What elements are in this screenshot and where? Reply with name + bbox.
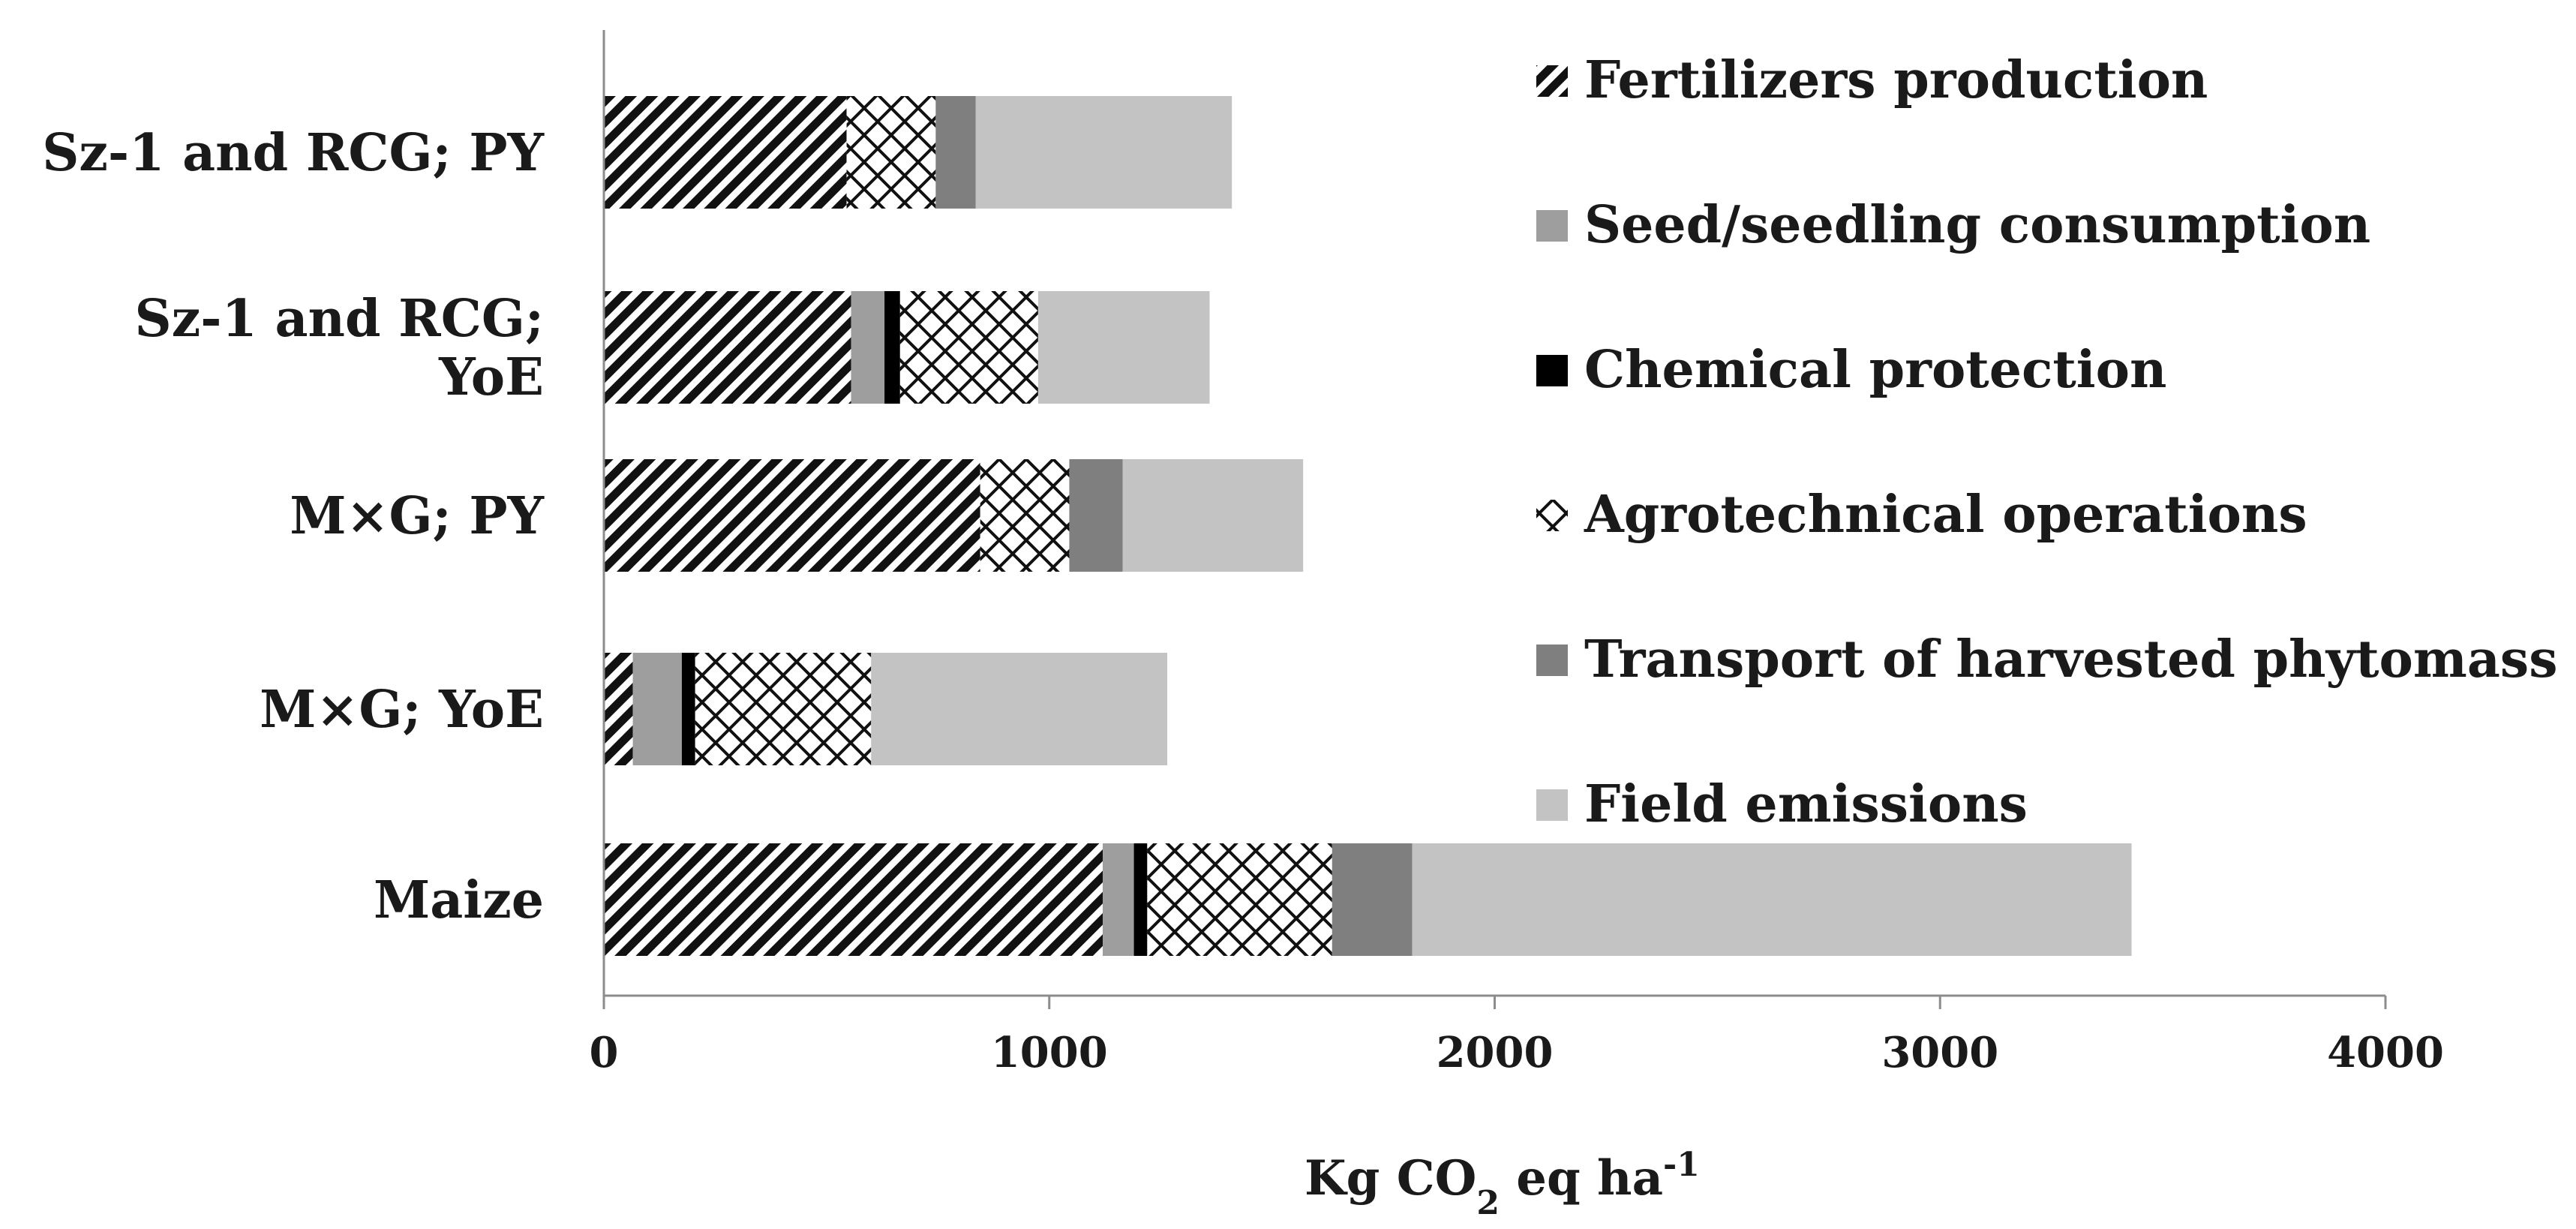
bar-segment-fertilizers-production-sz-1-and-rcg-py	[604, 96, 847, 209]
bar-segment-fertilizers-production-maize	[604, 843, 1103, 956]
x-axis-title: Kg CO2 eq ha-1	[1305, 1146, 1700, 1222]
bar-segment-agrotechnical-operations-m-g-yoe	[695, 653, 872, 765]
bar-segment-fertilizers-production-sz-1-and-rcg-yoe	[604, 291, 851, 404]
bar-segment-field-emissions-m-g-py	[1122, 459, 1304, 572]
legend: Fertilizers production Seed/seedling cons…	[1536, 50, 2557, 834]
legend-label-chemical-protection: Chemical protection	[1584, 340, 2166, 400]
category-labels: Sz-1 and RCG; PY Sz-1 and RCG;YoE M×G; PY M…	[42, 123, 545, 930]
legend-label-fertilizers-production: Fertilizers production	[1584, 50, 2208, 110]
legend-label-field-emissions: Field emissions	[1584, 774, 2028, 834]
bar-segment-chemical-protection-maize	[1133, 843, 1148, 956]
bars-layer	[604, 96, 2132, 956]
legend-swatch-seed-seedling-consumption	[1536, 210, 1568, 242]
legend-swatch-transport-of-harvested-phytomass	[1536, 645, 1568, 676]
bar-segment-agrotechnical-operations-maize	[1147, 843, 1332, 956]
bar-segment-fertilizers-production-m-g-py	[604, 459, 980, 572]
bar-segment-fertilizers-production-m-g-yoe	[604, 653, 633, 765]
bar-segment-chemical-protection-m-g-yoe	[681, 653, 695, 765]
legend-swatch-field-emissions	[1536, 789, 1568, 821]
category-label-sz-1-and-rcg-yoe-line2: YoE	[438, 347, 544, 407]
legend-label-transport-of-harvested-phytomass: Transport of harvested phytomass	[1584, 630, 2557, 690]
x-tick-label-0: 0	[590, 1028, 619, 1077]
bar-segment-seed-seedling-consumption-maize	[1103, 843, 1134, 956]
bar-segment-transport-of-harvested-phytomass-m-g-py	[1069, 459, 1123, 572]
x-tick-label-3000: 3000	[1881, 1028, 1998, 1077]
legend-label-agrotechnical-operations: Agrotechnical operations	[1584, 485, 2307, 545]
x-axis: 0 1000 2000 3000 4000 Kg CO2 eq ha-1	[590, 30, 2444, 1222]
legend-swatch-chemical-protection	[1536, 355, 1568, 386]
bar-segment-field-emissions-maize	[1412, 843, 2132, 956]
legend-swatch-agrotechnical-operations	[1536, 500, 1568, 531]
bar-segment-transport-of-harvested-phytomass-sz-1-and-rcg-py	[935, 96, 976, 209]
bar-segment-field-emissions-m-g-yoe	[871, 653, 1168, 765]
bar-segment-agrotechnical-operations-sz-1-and-rcg-py	[846, 96, 936, 209]
bar-segment-agrotechnical-operations-sz-1-and-rcg-yoe	[899, 291, 1038, 404]
legend-label-seed-seedling-consumption: Seed/seedling consumption	[1584, 195, 2370, 255]
bar-segment-chemical-protection-sz-1-and-rcg-yoe	[884, 291, 900, 404]
category-label-m-g-yoe: M×G; YoE	[260, 680, 544, 740]
legend-swatch-fertilizers-production	[1536, 65, 1568, 97]
category-label-m-g-py: M×G; PY	[290, 486, 545, 546]
category-label-maize: Maize	[374, 870, 544, 930]
x-tick-label-2000: 2000	[1437, 1028, 1554, 1077]
category-label-sz-1-and-rcg-yoe-line1: Sz-1 and RCG;	[135, 289, 544, 349]
bar-segment-field-emissions-sz-1-and-rcg-yoe	[1037, 291, 1210, 404]
bar-segment-agrotechnical-operations-m-g-py	[980, 459, 1070, 572]
bar-segment-seed-seedling-consumption-m-g-yoe	[632, 653, 682, 765]
bar-segment-field-emissions-sz-1-and-rcg-py	[975, 96, 1232, 209]
category-label-sz-1-and-rcg-py: Sz-1 and RCG; PY	[42, 123, 545, 183]
x-tick-label-1000: 1000	[991, 1028, 1108, 1077]
bar-segment-transport-of-harvested-phytomass-maize	[1332, 843, 1413, 956]
x-tick-label-4000: 4000	[2327, 1028, 2444, 1077]
bar-segment-seed-seedling-consumption-sz-1-and-rcg-yoe	[851, 291, 885, 404]
